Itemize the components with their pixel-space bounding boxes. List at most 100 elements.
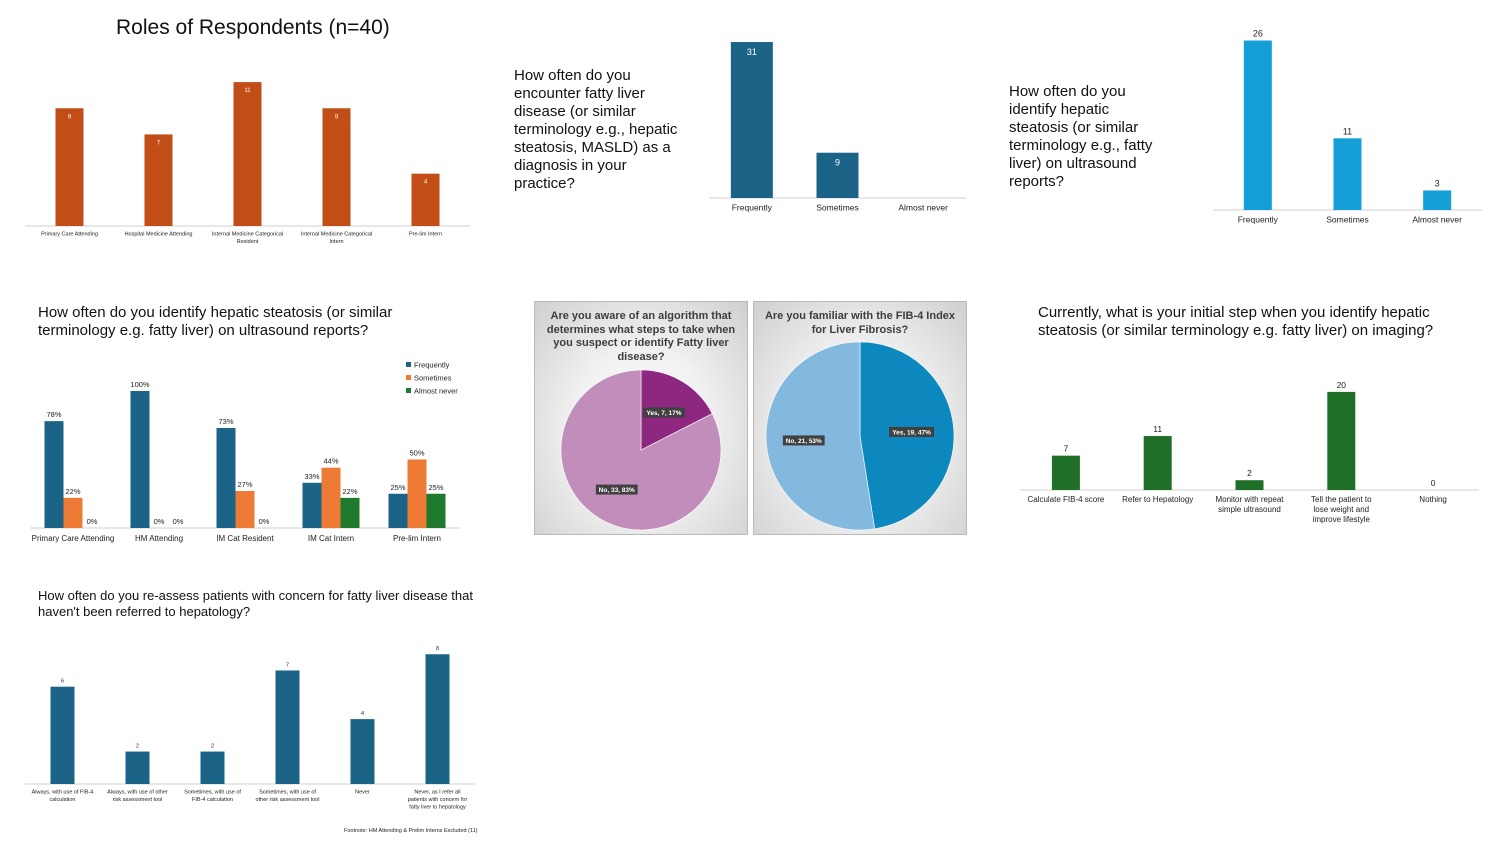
data-label: 7 bbox=[157, 140, 161, 146]
category-label: Sometimes, with use of FIB-4 calculation bbox=[184, 790, 241, 804]
bar bbox=[302, 482, 322, 528]
data-label: 11 bbox=[244, 88, 251, 94]
data-label: 44% bbox=[323, 457, 338, 466]
data-label: 2 bbox=[136, 744, 139, 750]
category-label: HM Attending bbox=[135, 534, 183, 543]
bar bbox=[1051, 455, 1080, 490]
data-label-box bbox=[643, 407, 685, 418]
bar bbox=[411, 173, 440, 226]
data-label: 0 bbox=[1431, 478, 1436, 488]
data-label: 0 bbox=[921, 203, 926, 213]
fib4-pie-chart: Are you familiar with the FIB-4 Index fo… bbox=[753, 301, 967, 535]
category-label: Almost never bbox=[1412, 215, 1462, 225]
data-label-box bbox=[782, 435, 825, 446]
data-label: 9 bbox=[835, 158, 840, 168]
data-label: 50% bbox=[409, 449, 424, 458]
data-label: 9 bbox=[68, 114, 72, 120]
data-label: 22% bbox=[342, 487, 357, 496]
bar bbox=[407, 459, 427, 528]
category-label: Sometimes, with use of other risk assessm… bbox=[256, 790, 320, 804]
data-label: 78% bbox=[46, 410, 61, 419]
bar bbox=[216, 427, 236, 528]
category-label: Primary Care Attending bbox=[32, 534, 115, 543]
legend-label: Almost never bbox=[414, 387, 458, 396]
category-label: Hospital Medicine Attending bbox=[125, 232, 193, 238]
bar bbox=[322, 108, 351, 226]
bar bbox=[350, 719, 375, 784]
encounter-chart: How often do you encounter fatty liver d… bbox=[505, 35, 975, 225]
category-label: Sometimes bbox=[816, 203, 859, 213]
category-label: Never, as I refer all patients with conce… bbox=[408, 790, 468, 811]
category-label: Internal Medicine Categorical Resident bbox=[212, 232, 283, 246]
legend-swatch bbox=[406, 388, 411, 393]
category-label: Internal Medicine Categorical Intern bbox=[301, 232, 372, 246]
chart-title: How often do you encounter fatty liver d… bbox=[514, 67, 678, 192]
data-label: 22% bbox=[65, 487, 80, 496]
bar bbox=[1327, 391, 1356, 490]
data-label-box bbox=[595, 484, 638, 495]
category-label: Nothing bbox=[1419, 495, 1447, 504]
bar bbox=[275, 670, 300, 784]
chart-title: Currently, what is your initial step whe… bbox=[1038, 304, 1434, 339]
category-label: Pre-lim Intern bbox=[409, 232, 442, 238]
bar bbox=[144, 134, 173, 226]
bar bbox=[235, 491, 255, 528]
bar bbox=[388, 493, 408, 528]
data-label: 31 bbox=[747, 47, 757, 57]
data-label: 20 bbox=[1337, 380, 1347, 390]
chart-title: How often do you re-assess patients with… bbox=[38, 588, 473, 619]
algorithm-pie-plot: Yes, 7, 17% No, 33, 83% bbox=[560, 369, 722, 531]
data-label: 0% bbox=[173, 517, 184, 526]
bar bbox=[816, 152, 859, 198]
chart-title: How often do you identify hepatic steato… bbox=[38, 304, 393, 339]
data-label: 26 bbox=[1253, 29, 1263, 39]
fib4-pie-plot: Yes, 19, 47% No, 21, 53% bbox=[765, 341, 955, 531]
data-label: 2 bbox=[211, 744, 214, 750]
chart-title: Roles of Respondents (n=40) bbox=[116, 16, 390, 39]
category-label: Calculate FIB-4 score bbox=[1027, 495, 1104, 504]
data-label: No, 33, 83% bbox=[599, 487, 635, 494]
legend-label: Sometimes bbox=[414, 374, 452, 383]
category-label: IM Cat Intern bbox=[308, 534, 354, 543]
bar bbox=[125, 751, 150, 784]
data-label: 4 bbox=[361, 711, 364, 717]
data-label: 4 bbox=[424, 180, 428, 186]
data-label: 33% bbox=[304, 472, 319, 481]
data-label: 7 bbox=[286, 662, 289, 668]
bar bbox=[426, 493, 446, 528]
reassess-plot: 6 Always, with use of FIB-4 calculation 2 Al… bbox=[25, 646, 475, 811]
category-label: Frequently bbox=[732, 203, 773, 213]
data-label: Yes, 7, 17% bbox=[646, 410, 681, 417]
data-label: 9 bbox=[335, 114, 339, 120]
category-label: Pre-lim Intern bbox=[393, 534, 441, 543]
category-label: Sometimes bbox=[1326, 215, 1369, 225]
reassess-chart: How often do you re-assess patients with… bbox=[25, 585, 495, 820]
roles-chart: Roles of Respondents (n=40) 9 Primary Car… bbox=[20, 10, 480, 250]
bar bbox=[1243, 40, 1272, 210]
chart-title: Are you familiar with the FIB-4 Index fo… bbox=[764, 310, 956, 336]
identify-plot: 26 Frequently 11 Sometimes 3 Almost never bbox=[1213, 29, 1482, 225]
category-label: Monitor with repeat simple ultrasound bbox=[1215, 495, 1284, 514]
bar bbox=[340, 497, 360, 528]
legend-swatch bbox=[406, 362, 411, 367]
bar bbox=[321, 467, 341, 528]
data-label: 25% bbox=[428, 483, 443, 492]
data-label: 3 bbox=[1435, 178, 1440, 188]
data-label: 2 bbox=[1247, 468, 1252, 478]
legend-swatch bbox=[406, 375, 411, 380]
category-label: Always, with use of other risk assessment… bbox=[107, 790, 168, 804]
identify-chart: How often do you identify hepatic steato… bbox=[1000, 20, 1490, 235]
data-label: 0% bbox=[87, 517, 98, 526]
algorithm-pie-chart: Are you aware of an algorithm that deter… bbox=[534, 301, 748, 535]
bar bbox=[730, 42, 773, 198]
bar bbox=[1333, 138, 1362, 210]
roles-plot: 9 Primary Care Attending 7 Hospital Medicin… bbox=[25, 82, 470, 246]
bar bbox=[55, 108, 84, 226]
category-label: IM Cat Resident bbox=[216, 534, 274, 543]
bar bbox=[44, 421, 64, 528]
data-label: 27% bbox=[237, 480, 252, 489]
data-label: 0% bbox=[259, 517, 270, 526]
data-label: No, 21, 53% bbox=[786, 438, 822, 445]
category-label: Tell the patient to lose weight and improv… bbox=[1311, 495, 1372, 524]
data-label: Yes, 19, 47% bbox=[892, 429, 931, 436]
